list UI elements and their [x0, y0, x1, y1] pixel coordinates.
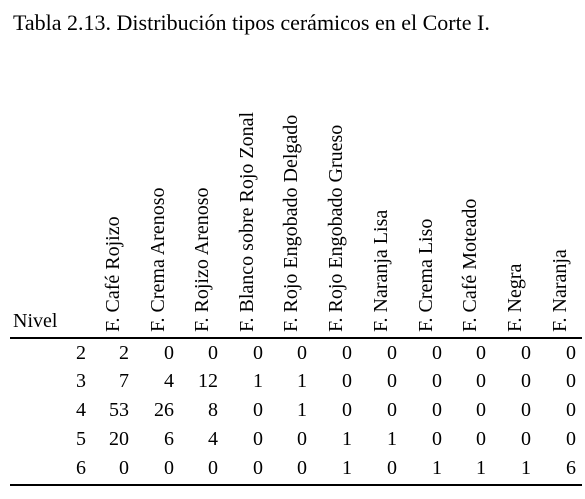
table-cell: 0 — [342, 342, 352, 364]
table-cell: 4 — [164, 370, 174, 392]
column-header: F. Café Rojizo — [102, 216, 124, 332]
table-cell: 0 — [521, 428, 531, 450]
table-cell: 0 — [297, 428, 307, 450]
table-cell: 0 — [432, 370, 442, 392]
table-cell: 0 — [521, 370, 531, 392]
table-cell: 0 — [297, 342, 307, 364]
table-cell: 0 — [253, 428, 263, 450]
column-header: F. Negra — [504, 263, 526, 332]
table-cell: 1 — [253, 370, 263, 392]
column-header: F. Rojizo Arenoso — [191, 187, 213, 332]
table-cell: 0 — [521, 342, 531, 364]
table-cell: 0 — [297, 457, 307, 479]
table-cell: 0 — [432, 428, 442, 450]
table-cell: 0 — [342, 370, 352, 392]
table-cell: 26 — [154, 399, 174, 421]
table-cell: 6 — [164, 428, 174, 450]
column-header: F. Crema Arenoso — [147, 187, 169, 333]
table-cell: 0 — [253, 457, 263, 479]
table-cell: 0 — [476, 370, 486, 392]
table-cell: 0 — [521, 399, 531, 421]
table-cell: 0 — [387, 370, 397, 392]
table-cell: 0 — [253, 399, 263, 421]
table-cell: 0 — [432, 342, 442, 364]
column-header: F. Naranja Lisa — [370, 209, 392, 332]
table-cell: 2 — [119, 342, 129, 364]
nivel-cell: 5 — [76, 428, 86, 450]
table-cell: 0 — [208, 457, 218, 479]
table-cell: 0 — [566, 342, 576, 364]
table-cell: 0 — [387, 342, 397, 364]
table-cell: 0 — [342, 399, 352, 421]
row-header-label: Nivel — [13, 310, 58, 332]
table-cell: 0 — [119, 457, 129, 479]
table-cell: 0 — [164, 342, 174, 364]
nivel-cell: 6 — [76, 457, 86, 479]
table-cell: 7 — [119, 370, 129, 392]
table-cell: 20 — [109, 428, 129, 450]
table-cell: 1 — [342, 428, 352, 450]
table-cell: 0 — [164, 457, 174, 479]
table-caption: Tabla 2.13. Distribución tipos cerámicos… — [13, 10, 490, 35]
table-cell: 0 — [566, 399, 576, 421]
table-cell: 1 — [521, 457, 531, 479]
table-cell: 6 — [566, 457, 576, 479]
column-header: F. Rojo Engobado Grueso — [325, 124, 347, 332]
column-header: F. Naranja — [549, 249, 571, 332]
bottom-rule — [10, 484, 582, 486]
table-cell: 1 — [297, 370, 307, 392]
table-cell: 0 — [566, 428, 576, 450]
table-cell: 0 — [476, 342, 486, 364]
table-cell: 4 — [208, 428, 218, 450]
table-cell: 1 — [342, 457, 352, 479]
table-cell: 0 — [387, 399, 397, 421]
header-rule — [10, 337, 582, 339]
table-cell: 0 — [432, 399, 442, 421]
column-header: F. Café Moteado — [459, 198, 481, 332]
table-cell: 1 — [297, 399, 307, 421]
table-cell: 0 — [208, 342, 218, 364]
table-cell: 0 — [566, 370, 576, 392]
table-cell: 12 — [198, 370, 218, 392]
column-header: F. Blanco sobre Rojo Zonal — [236, 111, 258, 332]
table-cell: 1 — [432, 457, 442, 479]
table-cell: 0 — [387, 457, 397, 479]
table-cell: 0 — [253, 342, 263, 364]
nivel-cell: 4 — [76, 399, 86, 421]
table-cell: 1 — [476, 457, 486, 479]
nivel-cell: 3 — [76, 370, 86, 392]
nivel-cell: 2 — [76, 342, 86, 364]
table-cell: 53 — [109, 399, 129, 421]
table-cell: 0 — [476, 428, 486, 450]
table-cell: 0 — [476, 399, 486, 421]
column-header: F. Crema Liso — [415, 218, 437, 332]
column-header: F. Rojo Engobado Delgado — [280, 114, 302, 332]
table-cell: 8 — [208, 399, 218, 421]
table-cell: 1 — [387, 428, 397, 450]
